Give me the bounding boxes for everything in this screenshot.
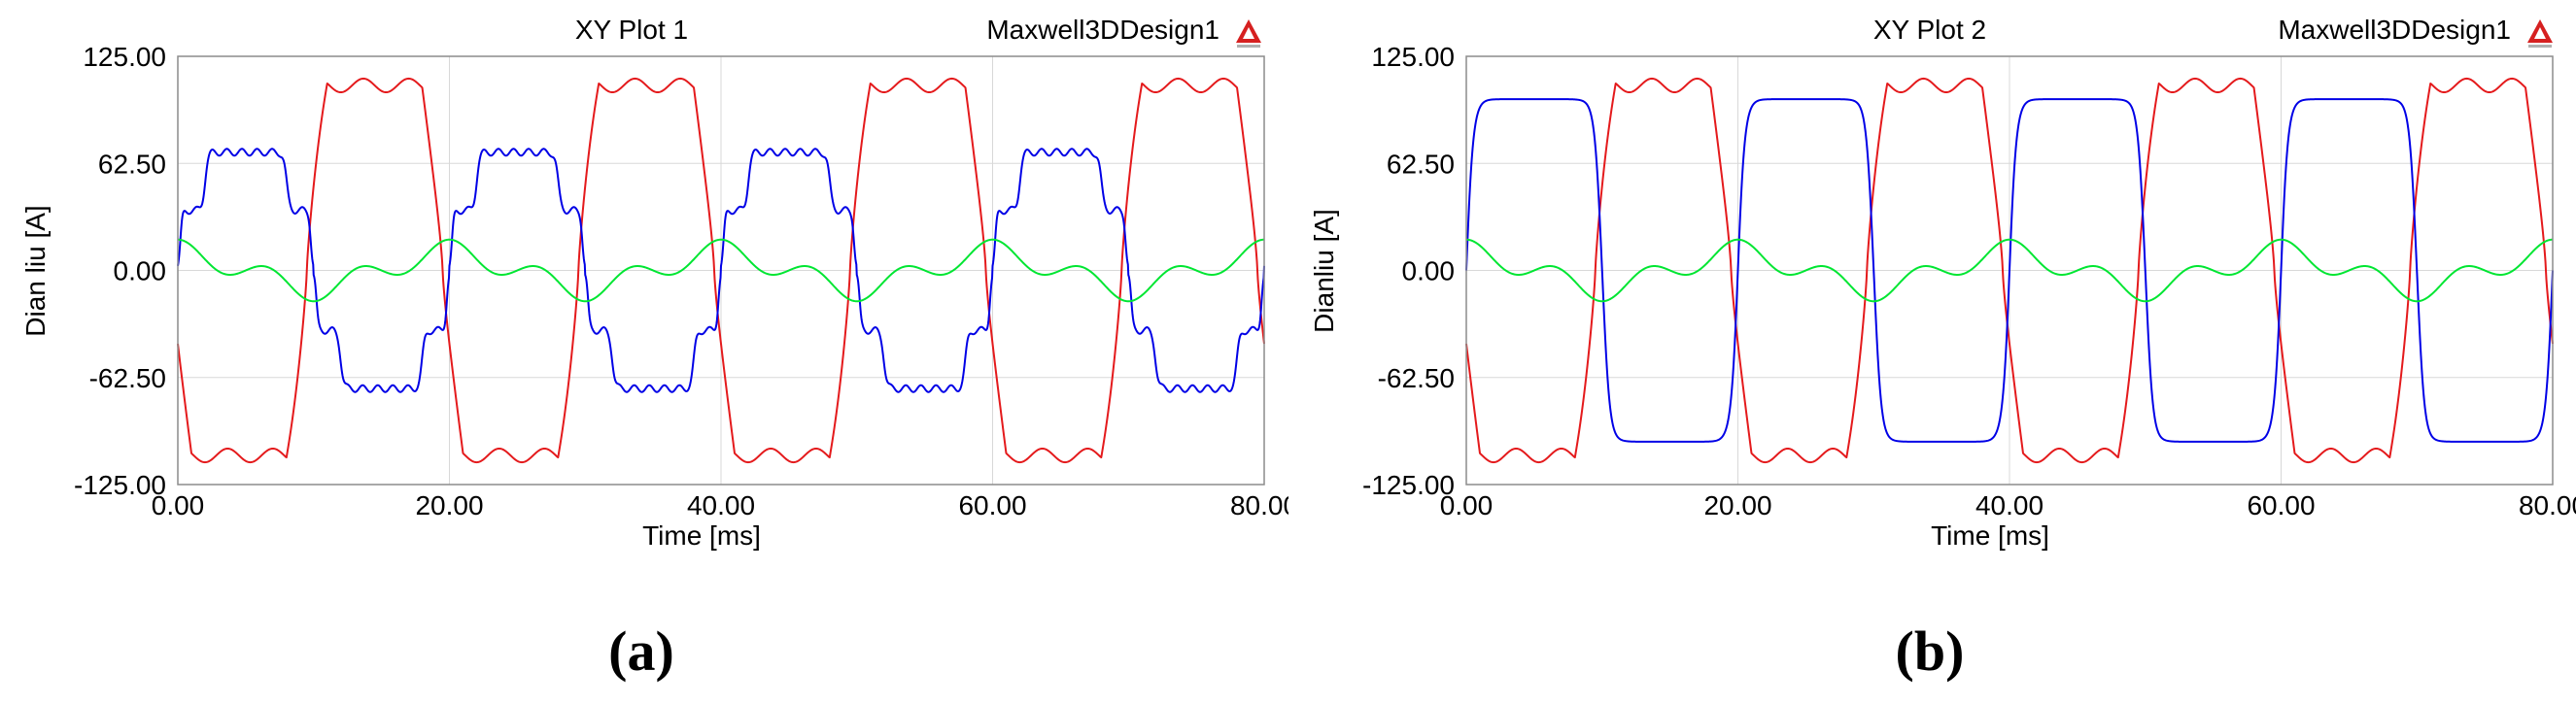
caption-b: (b) bbox=[1896, 620, 1965, 683]
y-tick-label-a: -62.50 bbox=[89, 363, 166, 393]
series-line-b-2 bbox=[1465, 238, 2554, 303]
x-axis-label-a: Time [ms] bbox=[642, 520, 761, 551]
x-tick-label-b: 80.00 bbox=[2519, 490, 2576, 520]
x-tick-label-b: 0.00 bbox=[1440, 490, 1494, 520]
panel-a: XY Plot 1 Maxwell3DDesign1 0.00 20.00 40.0… bbox=[0, 0, 1298, 699]
panel-b: XY Plot 2 Maxwell3DDesign1 0.00 20.00 40.0… bbox=[1288, 0, 2576, 699]
x-tick-label-b: 20.00 bbox=[1703, 490, 1771, 520]
x-tick-label-a: 80.00 bbox=[1230, 490, 1288, 520]
plot-border-b bbox=[1465, 55, 2554, 486]
series-line-a-1 bbox=[177, 148, 1265, 393]
y-axis-label-b: Dianliu [A] bbox=[1309, 209, 1339, 333]
chart-title-b: XY Plot 2 bbox=[1873, 15, 1986, 45]
x-tick-label-a: 20.00 bbox=[415, 490, 483, 520]
plot-border-a bbox=[177, 55, 1265, 486]
y-tick-label-b: -125.00 bbox=[1362, 470, 1455, 500]
series-line-a-2 bbox=[177, 238, 1265, 303]
y-tick-label-b: -62.50 bbox=[1378, 363, 1455, 393]
x-tick-label-a: 60.00 bbox=[958, 490, 1026, 520]
x-axis-label-b: Time [ms] bbox=[1931, 520, 2049, 551]
design-label-a: Maxwell3DDesign1 bbox=[986, 15, 1219, 45]
plot-area-b: 0.0020.0040.0060.0080.00125.0062.500.00-… bbox=[1362, 42, 2576, 520]
y-axis-label-a: Dian liu [A] bbox=[20, 205, 51, 336]
design-label-b: Maxwell3DDesign1 bbox=[2278, 15, 2511, 45]
x-tick-label-b: 60.00 bbox=[2247, 490, 2315, 520]
plot-area-a: 0.0020.0040.0060.0080.00125.0062.500.00-… bbox=[74, 42, 1298, 520]
maxwell-logo-icon-a bbox=[1236, 19, 1261, 48]
y-tick-label-b: 62.50 bbox=[1387, 149, 1455, 179]
y-tick-label-b: 125.00 bbox=[1371, 42, 1455, 72]
chart-title-a: XY Plot 1 bbox=[575, 15, 688, 45]
maxwell-logo-icon-b bbox=[2527, 19, 2553, 48]
series-line-b-1 bbox=[1465, 98, 2554, 443]
chart-svg-b: XY Plot 2 Maxwell3DDesign1 0.00 20.00 40.0… bbox=[1309, 15, 2576, 683]
x-tick-label-a: 0.00 bbox=[152, 490, 205, 520]
x-tick-label-a: 40.00 bbox=[687, 490, 755, 520]
x-tick-label-b: 40.00 bbox=[1975, 490, 2044, 520]
y-tick-label-a: 125.00 bbox=[83, 42, 166, 72]
y-tick-label-a: 0.00 bbox=[114, 256, 167, 286]
chart-svg-a: XY Plot 1 Maxwell3DDesign1 0.00 20.00 40.0… bbox=[20, 15, 1298, 683]
series-line-b-0 bbox=[1465, 77, 2554, 464]
y-tick-label-a: 62.50 bbox=[98, 149, 166, 179]
series-line-a-0 bbox=[177, 77, 1265, 464]
y-tick-label-a: -125.00 bbox=[74, 470, 166, 500]
caption-a: (a) bbox=[608, 620, 674, 683]
y-tick-label-b: 0.00 bbox=[1402, 256, 1456, 286]
